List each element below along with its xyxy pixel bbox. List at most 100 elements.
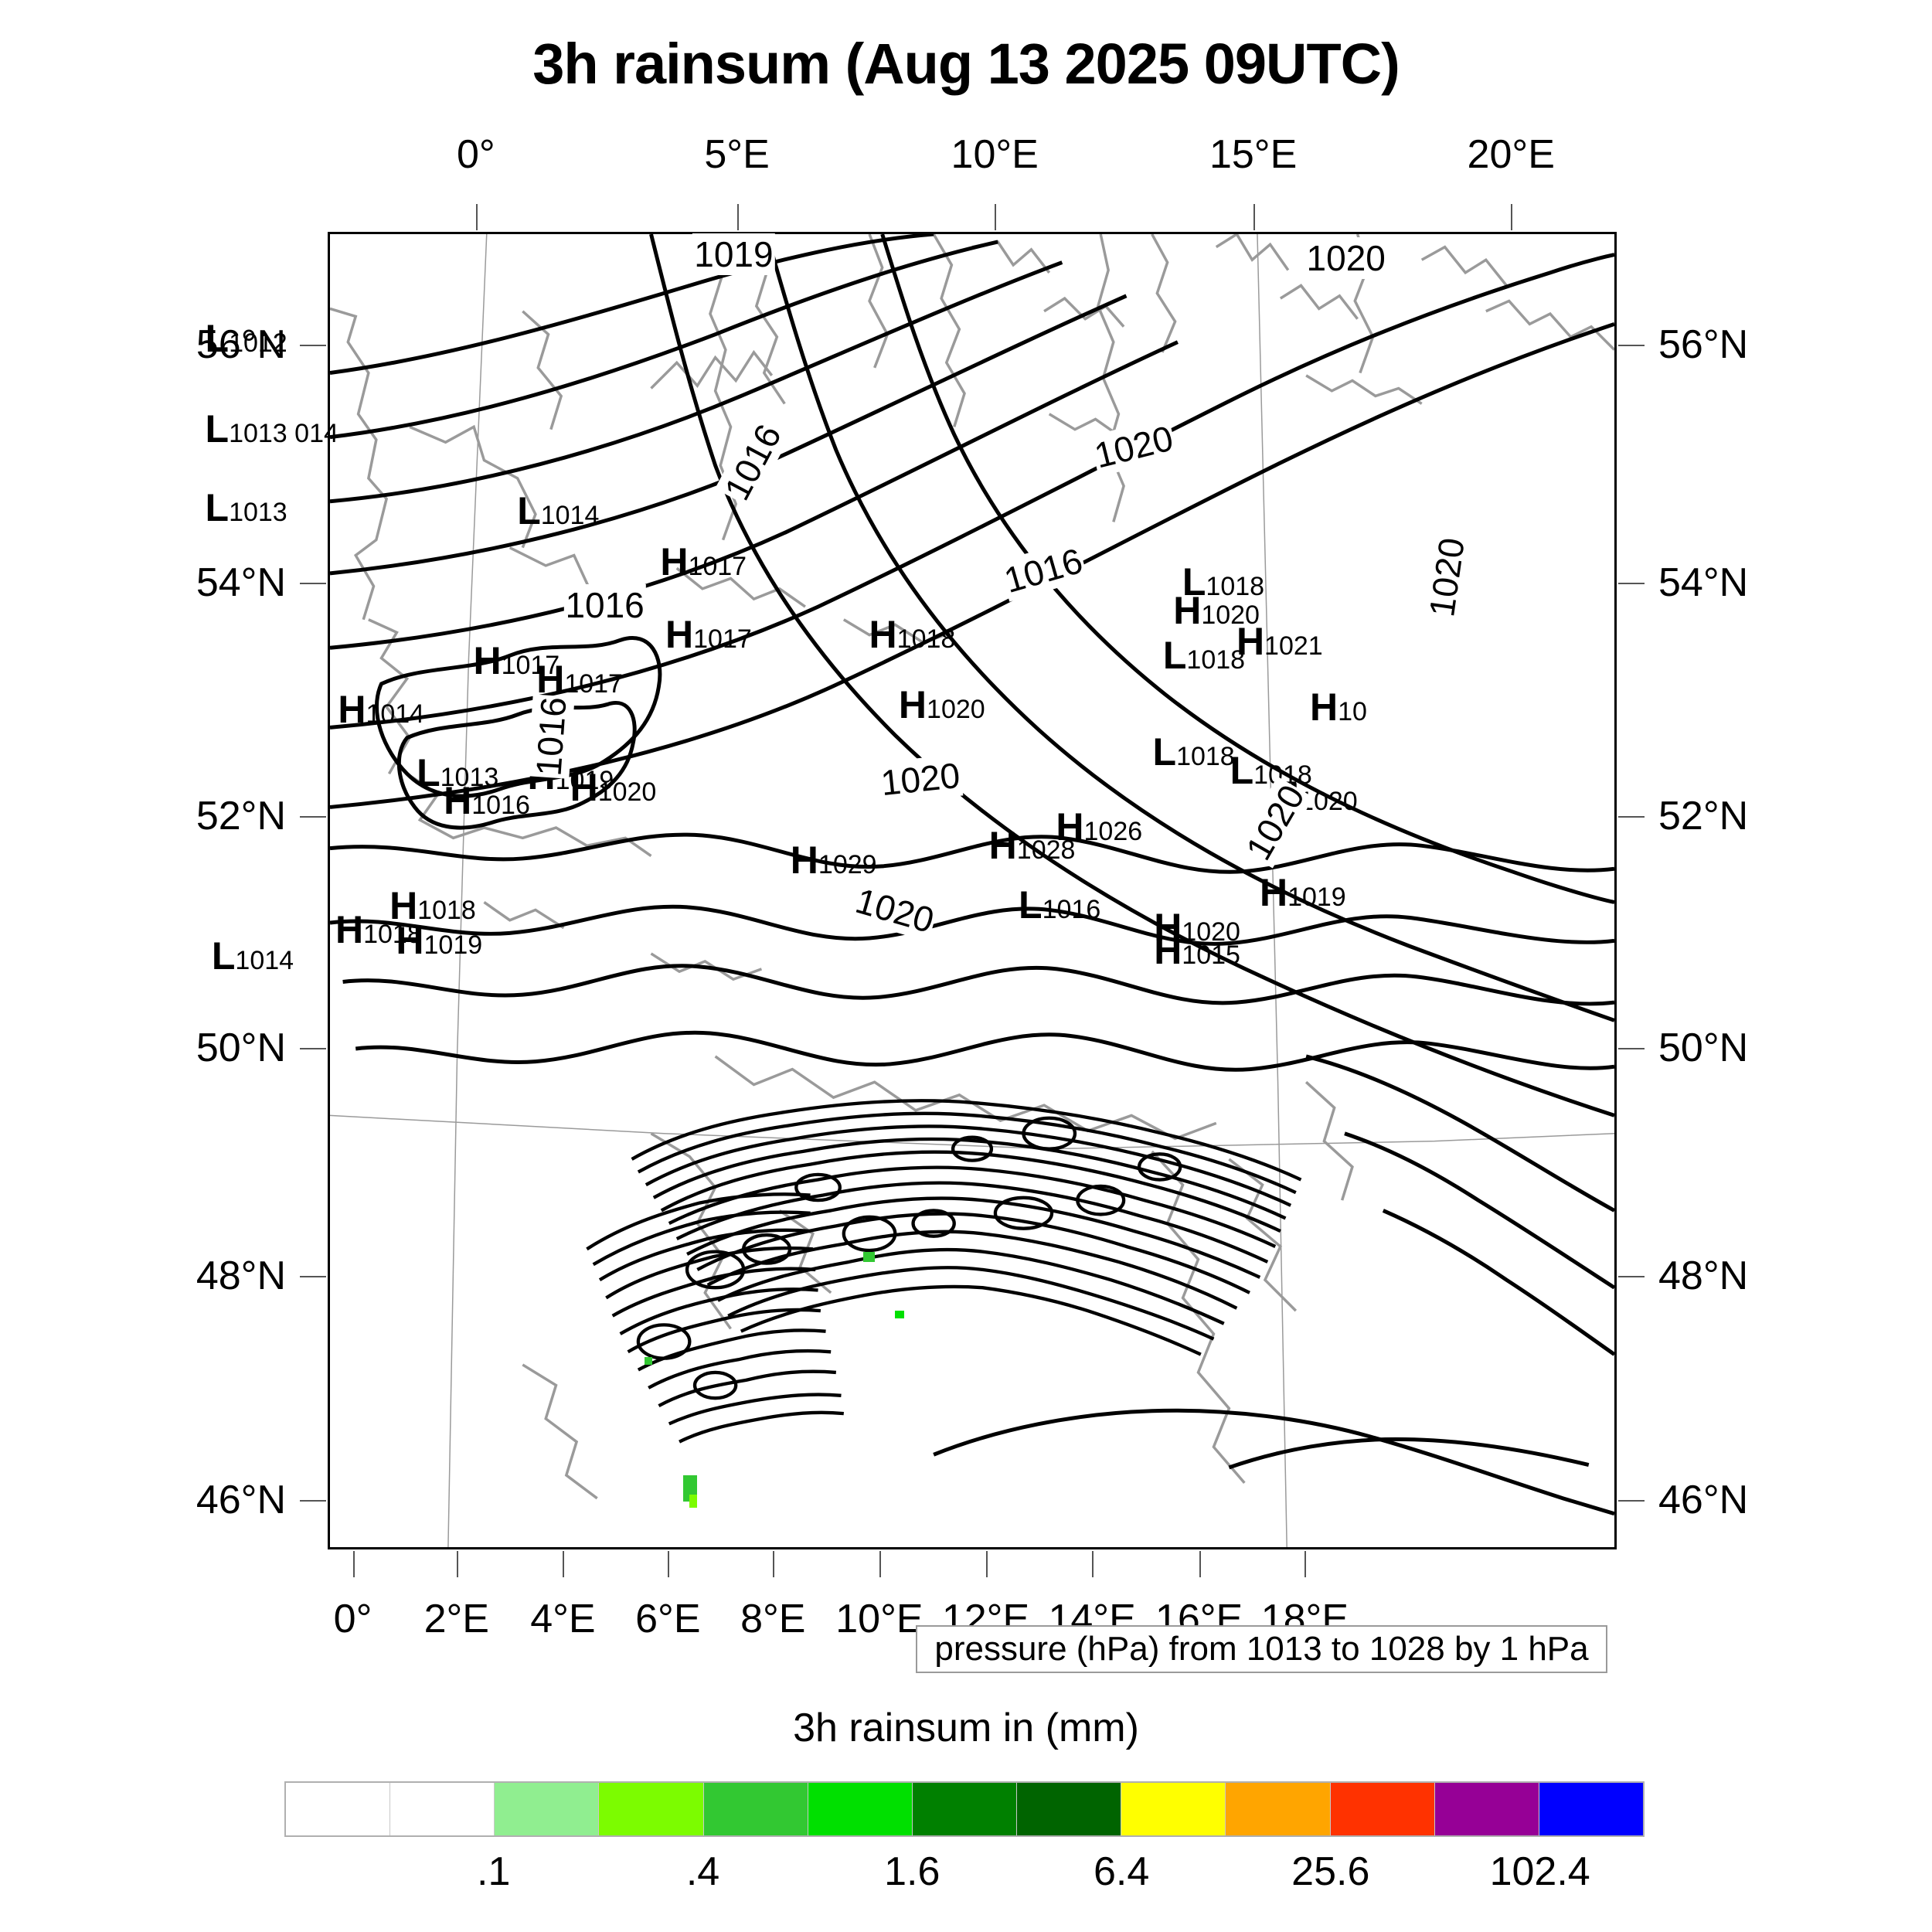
pressure-low-marker: L1016 xyxy=(1019,886,1100,924)
colorbar-cell-0[interactable] xyxy=(286,1783,391,1835)
isobars xyxy=(330,234,1614,1516)
axis-tick-top xyxy=(475,204,478,230)
pressure-system-letter: H xyxy=(898,682,927,726)
map-plot-area[interactable] xyxy=(328,232,1617,1549)
pressure-system-value: 1017 xyxy=(501,651,560,681)
axis-label-left: 54°N xyxy=(196,560,286,606)
isobar-value-label: 1016 xyxy=(563,583,646,626)
precip-patch xyxy=(683,1475,698,1502)
colorbar-tick-label: 102.4 xyxy=(1489,1849,1590,1894)
pressure-system-value: 1017 xyxy=(688,552,747,582)
axis-label-bottom: 6°E xyxy=(635,1597,701,1641)
axis-tick-right xyxy=(1618,583,1645,585)
pressure-system-letter: L xyxy=(205,407,230,451)
axis-label-bottom: 2°E xyxy=(423,1597,489,1641)
axis-tick-left xyxy=(300,1048,326,1050)
colorbar-cell-4[interactable] xyxy=(703,1783,808,1835)
pressure-system-letter: H xyxy=(1236,619,1265,663)
axis-tick-bottom xyxy=(668,1551,670,1577)
axis-tick-bottom xyxy=(352,1551,355,1577)
colorbar-cell-3[interactable] xyxy=(599,1783,704,1835)
colorbar-cell-9[interactable] xyxy=(1226,1783,1331,1835)
axis-label-right: 52°N xyxy=(1658,794,1749,839)
colorbar-cell-7[interactable] xyxy=(1017,1783,1122,1835)
pressure-system-letter: H xyxy=(665,613,694,657)
pressure-system-value: 1029 xyxy=(818,849,877,879)
axis-label-right: 48°N xyxy=(1658,1253,1749,1299)
pressure-system-value: 1016 xyxy=(1042,894,1101,924)
colorbar-cell-6[interactable] xyxy=(912,1783,1018,1835)
colorbar-cell-1[interactable] xyxy=(390,1783,495,1835)
axis-label-left: 48°N xyxy=(196,1253,286,1299)
pressure-system-value: 1018 xyxy=(1186,645,1246,675)
pressure-system-value: 1018 xyxy=(1206,571,1265,601)
axis-tick-left xyxy=(300,816,326,818)
pressure-legend-box: pressure (hPa) from 1013 to 1028 by 1 hP… xyxy=(916,1625,1607,1673)
axis-tick-top xyxy=(1511,204,1513,230)
colorbar-tick-label: 25.6 xyxy=(1291,1849,1370,1894)
pressure-system-letter: H xyxy=(1173,589,1202,633)
colorbar-cell-5[interactable] xyxy=(808,1783,913,1835)
pressure-system-value: 1018 xyxy=(896,624,956,655)
axis-tick-right xyxy=(1618,816,1645,818)
colorbar-cell-10[interactable] xyxy=(1330,1783,1435,1835)
axis-label-top: 10°E xyxy=(951,132,1039,177)
pressure-system-value: 1026 xyxy=(1083,817,1143,847)
axis-tick-left xyxy=(300,1500,326,1502)
axis-tick-bottom xyxy=(879,1551,881,1577)
colorbar-cell-2[interactable] xyxy=(495,1783,600,1835)
pressure-system-letter: H xyxy=(1154,929,1182,973)
pressure-system-letter: L xyxy=(211,934,236,978)
axis-label-left: 46°N xyxy=(196,1478,286,1523)
colorbar-cell-11[interactable] xyxy=(1434,1783,1539,1835)
pressure-system-value: 1019 xyxy=(423,930,483,960)
axis-tick-left xyxy=(300,344,326,346)
pressure-low-marker: L1018 xyxy=(1182,563,1264,601)
pressure-system-letter: L xyxy=(1019,883,1043,927)
pressure-system-letter: H xyxy=(338,688,366,732)
pressure-system-letter: H xyxy=(1154,905,1182,949)
axis-tick-bottom xyxy=(1092,1551,1094,1577)
pressure-system-letter: H xyxy=(473,639,502,683)
axis-label-left: 52°N xyxy=(196,794,286,839)
axis-label-left: 50°N xyxy=(196,1026,286,1071)
pressure-low-marker: L1018 xyxy=(1153,733,1235,771)
colorbar-cell-8[interactable] xyxy=(1121,1783,1226,1835)
pressure-low-marker: L1013 xyxy=(417,753,498,792)
pressure-high-marker: H1017 xyxy=(473,641,560,680)
pressure-system-letter: H xyxy=(389,884,418,928)
graticule xyxy=(330,234,1614,1547)
pressure-system-letter: H xyxy=(1259,871,1288,915)
pressure-high-marker: H10 xyxy=(1310,688,1367,726)
pressure-legend-text: pressure (hPa) from 1013 to 1028 by 1 hP… xyxy=(934,1630,1589,1668)
pressure-high-marker: H1017 xyxy=(665,615,752,654)
isobar-value-label: 1020 xyxy=(1304,237,1387,280)
pressure-system-letter: L xyxy=(517,488,541,532)
pressure-system-value: 1020 xyxy=(927,694,985,724)
colorbar-tick-label: 1.6 xyxy=(884,1849,940,1894)
pressure-system-value: 1020 xyxy=(1201,600,1260,631)
axis-label-top: 5°E xyxy=(704,132,770,177)
axis-label-top: 20°E xyxy=(1467,132,1555,177)
pressure-high-marker: H1026 xyxy=(1056,808,1142,846)
axis-tick-right xyxy=(1618,1048,1645,1050)
axis-tick-bottom xyxy=(985,1551,988,1577)
colorbar-cell-12[interactable] xyxy=(1539,1783,1644,1835)
pressure-low-marker: L1012 xyxy=(206,319,287,358)
pressure-high-marker: H1020 xyxy=(570,768,657,807)
precip-patch xyxy=(895,1311,904,1319)
pressure-low-marker: L1013 014 xyxy=(206,410,338,448)
pressure-system-value: 1012 xyxy=(229,328,287,358)
colorbar-tick-labels: .1 .4 1.6 6.4 25.6 102.4 xyxy=(284,1849,1645,1910)
pressure-high-marker: H1018 xyxy=(335,910,422,949)
page-title: 3h rainsum (Aug 13 2025 09UTC) xyxy=(532,32,1400,96)
precip-patch xyxy=(689,1495,698,1509)
precip-patch xyxy=(862,1251,875,1263)
pressure-system-letter: L xyxy=(205,486,230,530)
axis-label-right: 46°N xyxy=(1658,1478,1749,1523)
pressure-system-letter: H xyxy=(1056,805,1084,849)
axis-tick-left xyxy=(300,583,326,585)
pressure-system-letter: H xyxy=(570,765,598,809)
pressure-system-value: 1013 xyxy=(440,763,499,793)
colorbar[interactable] xyxy=(284,1781,1645,1837)
